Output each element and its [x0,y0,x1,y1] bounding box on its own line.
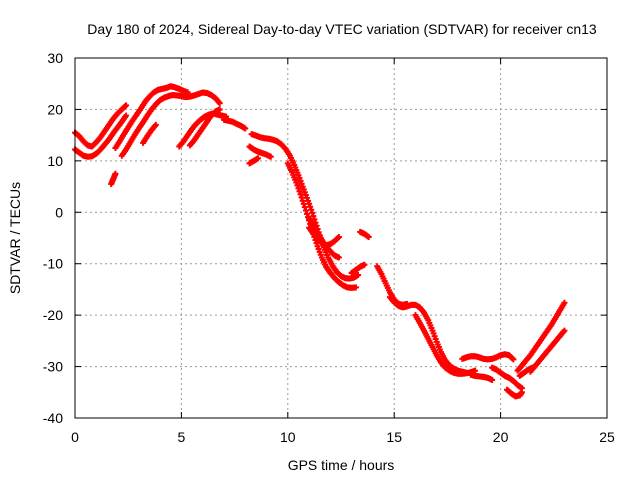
data-point [302,207,309,214]
series-track-10 [248,131,362,282]
data-point [112,170,119,177]
series-track-5 [118,89,223,159]
y-tick-label: -40 [43,410,63,426]
series-track-26 [527,327,568,375]
data-point [352,284,359,291]
series-track-22 [467,371,496,383]
data-point [298,194,305,201]
data-point [335,233,342,240]
x-tick-label: 20 [493,429,509,445]
series-track-13 [284,160,359,291]
series-track-8 [186,106,223,149]
chart-title: Day 180 of 2024, Sidereal Day-to-day VTE… [87,21,597,37]
y-axis-label: SDTVAR / TECUs [7,182,23,294]
data-points [72,83,568,400]
data-point [561,299,568,306]
plot-frame [74,57,608,419]
data-point [303,210,310,217]
data-point [472,367,479,374]
y-tick-label: 30 [47,50,63,66]
series-track-23 [489,364,525,392]
data-point [561,327,568,334]
data-point [310,213,317,220]
x-tick-label: 5 [178,429,186,445]
data-point [335,254,342,261]
data-point [216,100,223,107]
series-track-27 [516,364,536,379]
data-point [255,155,262,162]
data-point [216,106,223,113]
data-point [152,121,159,128]
series-track-11 [246,143,274,160]
series-track-21 [459,351,517,363]
series-track-4 [112,83,191,151]
grid-lines [75,58,607,418]
series-track-24 [503,386,525,400]
y-tick-label: -20 [43,307,63,323]
series-track-25 [514,299,568,374]
series-track-15 [306,224,342,249]
data-point [123,112,130,119]
series-track-16 [357,228,372,240]
data-point [300,200,307,207]
x-tick-label: 25 [599,429,615,445]
y-tick-label: -30 [43,359,63,375]
data-point [299,197,306,204]
data-point [518,389,525,396]
y-tick-label: 0 [55,204,63,220]
y-tick-label: 20 [47,101,63,117]
axis-ticks: 0 5 10 15 20 25 -40 -30 -20 -10 0 10 20 30 [43,50,615,445]
series-track-20 [412,312,479,377]
data-point [301,204,308,211]
data-point [361,261,368,268]
series-track-17 [348,261,368,276]
series-track-9 [220,116,249,132]
data-point [297,191,304,198]
x-tick-label: 15 [386,429,402,445]
data-point [308,206,315,213]
data-point [510,356,517,363]
data-point [309,209,316,216]
data-point [123,102,130,109]
data-point [313,240,320,247]
y-tick-label: 10 [47,153,63,169]
series-track-6 [140,121,159,146]
data-point [529,364,536,371]
series-track-3 [108,170,119,187]
data-point [365,233,372,240]
series-track-12 [246,155,262,167]
x-axis-label: GPS time / hours [288,457,395,473]
y-tick-label: -10 [43,256,63,272]
series-track-2 [72,112,130,160]
data-point [242,125,249,132]
data-point [267,153,274,160]
data-point [355,272,362,279]
series-track-1 [72,102,130,150]
x-tick-label: 10 [280,429,296,445]
data-point [489,376,496,383]
x-tick-label: 0 [71,429,79,445]
